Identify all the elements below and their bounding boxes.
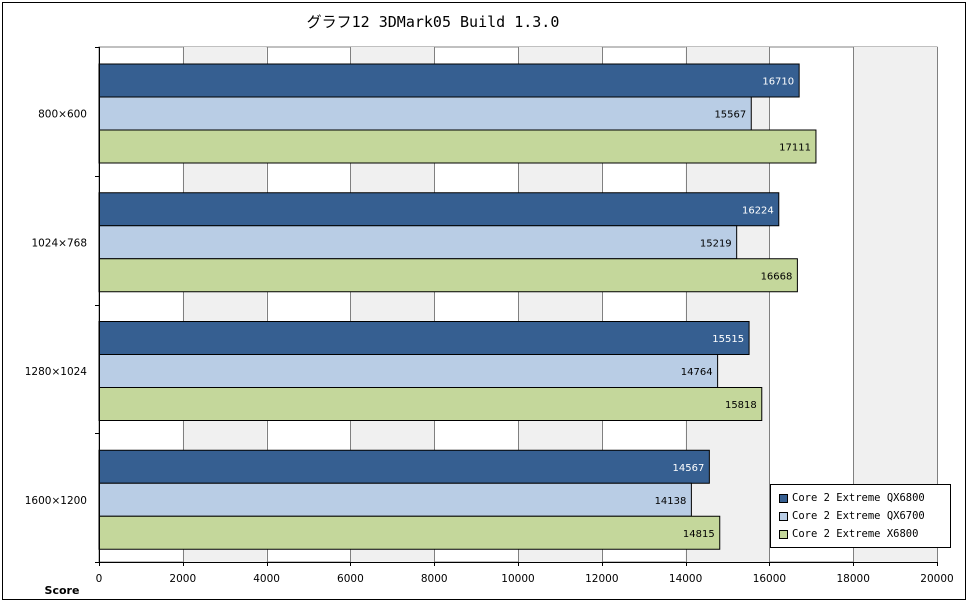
data-label: 16668 bbox=[761, 271, 793, 282]
legend-swatch bbox=[779, 511, 788, 521]
legend-label: Core 2 Extreme QX6700 bbox=[792, 510, 925, 522]
legend-item: Core 2 Extreme QX6700 bbox=[779, 507, 950, 525]
bar bbox=[98, 515, 721, 550]
chart-title: グラフ12 3DMark05 Build 1.3.0 bbox=[306, 13, 560, 31]
x-tick-label: 14000 bbox=[669, 573, 702, 585]
data-label: 15219 bbox=[700, 238, 732, 249]
y-category-label: 1600×1200 bbox=[25, 495, 87, 507]
y-category-label: 800×600 bbox=[38, 109, 87, 121]
x-axis-label: Score bbox=[45, 584, 80, 597]
data-label: 16224 bbox=[742, 205, 774, 216]
data-label: 15515 bbox=[712, 334, 744, 345]
bar bbox=[98, 129, 817, 164]
legend-label: Core 2 Extreme X6800 bbox=[792, 528, 919, 540]
grid-band bbox=[853, 47, 937, 562]
bar bbox=[98, 321, 750, 355]
chart-legend: Core 2 Extreme QX6800 Core 2 Extreme QX67… bbox=[770, 484, 951, 548]
legend-swatch bbox=[779, 493, 788, 503]
legend-swatch bbox=[779, 529, 788, 539]
data-label: 14138 bbox=[655, 496, 687, 507]
data-label: 15567 bbox=[714, 110, 746, 121]
x-tick-label: 16000 bbox=[753, 573, 786, 585]
bar bbox=[98, 482, 692, 517]
bar bbox=[98, 449, 710, 484]
x-tick-label: 8000 bbox=[421, 573, 448, 585]
legend-label: Core 2 Extreme QX6800 bbox=[792, 492, 925, 504]
bar bbox=[98, 387, 763, 421]
x-tick-label: 4000 bbox=[253, 573, 280, 585]
data-label: 14567 bbox=[673, 463, 705, 474]
data-label: 17111 bbox=[779, 143, 811, 154]
bar bbox=[98, 225, 738, 260]
legend-item: Core 2 Extreme QX6800 bbox=[779, 489, 950, 507]
bar bbox=[98, 96, 752, 131]
data-label: 14815 bbox=[683, 529, 715, 540]
x-tick-label: 2000 bbox=[169, 573, 196, 585]
y-category-label: 1280×1024 bbox=[25, 366, 88, 378]
x-tick-label: 0 bbox=[96, 573, 103, 585]
x-tick-label: 18000 bbox=[836, 573, 869, 585]
bar bbox=[98, 354, 719, 388]
x-tick-label: 20000 bbox=[920, 573, 953, 585]
y-category-label: 1024×768 bbox=[31, 237, 87, 249]
bar bbox=[98, 63, 800, 98]
data-label: 14764 bbox=[681, 367, 713, 378]
x-tick-label: 10000 bbox=[501, 573, 534, 585]
bar bbox=[98, 192, 780, 227]
data-label: 16710 bbox=[762, 77, 794, 88]
x-tick-label: 6000 bbox=[337, 573, 364, 585]
data-label: 15818 bbox=[725, 400, 757, 411]
bar bbox=[98, 258, 798, 293]
legend-item: Core 2 Extreme X6800 bbox=[779, 525, 950, 543]
x-tick-label: 12000 bbox=[585, 573, 618, 585]
